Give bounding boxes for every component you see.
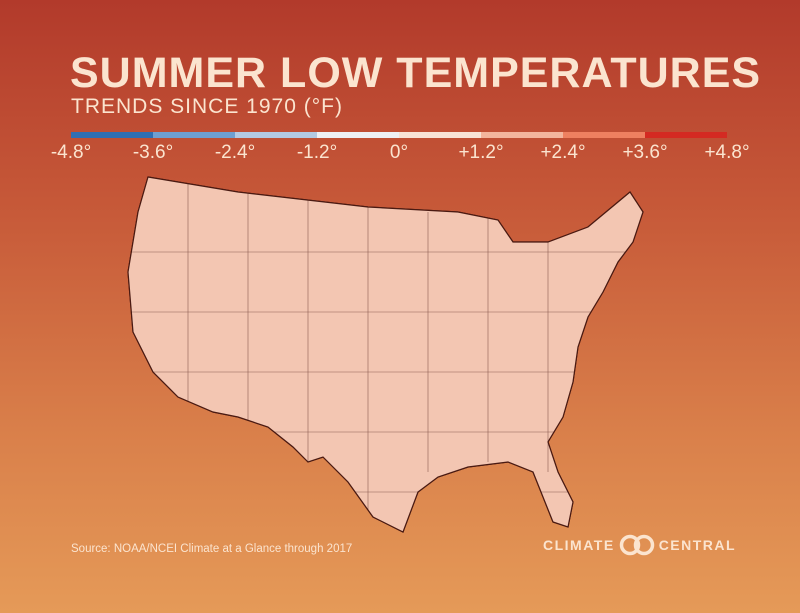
legend-ticks: -4.8° -3.6° -2.4° -1.2° 0° +1.2° +2.4° +3.6° +4.… <box>0 142 800 172</box>
climate-central-logo: CLIMATE CENTRAL <box>543 534 736 556</box>
legend-swatch <box>153 132 235 138</box>
legend-tick-label: +3.6° <box>622 142 668 163</box>
legend-swatch <box>71 132 153 138</box>
legend-tick-label: 0° <box>389 142 409 163</box>
source-note: Source: NOAA/NCEI Climate at a Glance th… <box>71 543 353 555</box>
page-title: SUMMER LOW TEMPERATURES <box>70 49 762 97</box>
color-legend-bar <box>71 132 727 138</box>
legend-swatch <box>481 132 563 138</box>
legend-tick-label: +1.2° <box>458 142 504 163</box>
page-subtitle: TRENDS SINCE 1970 (°F) <box>71 95 343 118</box>
legend-swatch <box>235 132 317 138</box>
logo-text-right: CENTRAL <box>658 537 737 553</box>
legend-tick-label: -4.8° <box>50 142 92 163</box>
legend-tick-label: +2.4° <box>540 142 586 163</box>
legend-swatch <box>399 132 481 138</box>
legend-swatch <box>645 132 727 138</box>
logo-rings-icon <box>619 534 654 556</box>
logo-text-left: CLIMATE <box>543 537 615 553</box>
legend-swatch <box>563 132 645 138</box>
legend-tick-label: -1.2° <box>296 142 338 163</box>
legend-swatch <box>317 132 399 138</box>
legend-tick-label: -2.4° <box>214 142 256 163</box>
legend-tick-label: +4.8° <box>704 142 750 163</box>
legend-tick-label: -3.6° <box>132 142 174 163</box>
us-climate-division-map <box>127 176 644 533</box>
